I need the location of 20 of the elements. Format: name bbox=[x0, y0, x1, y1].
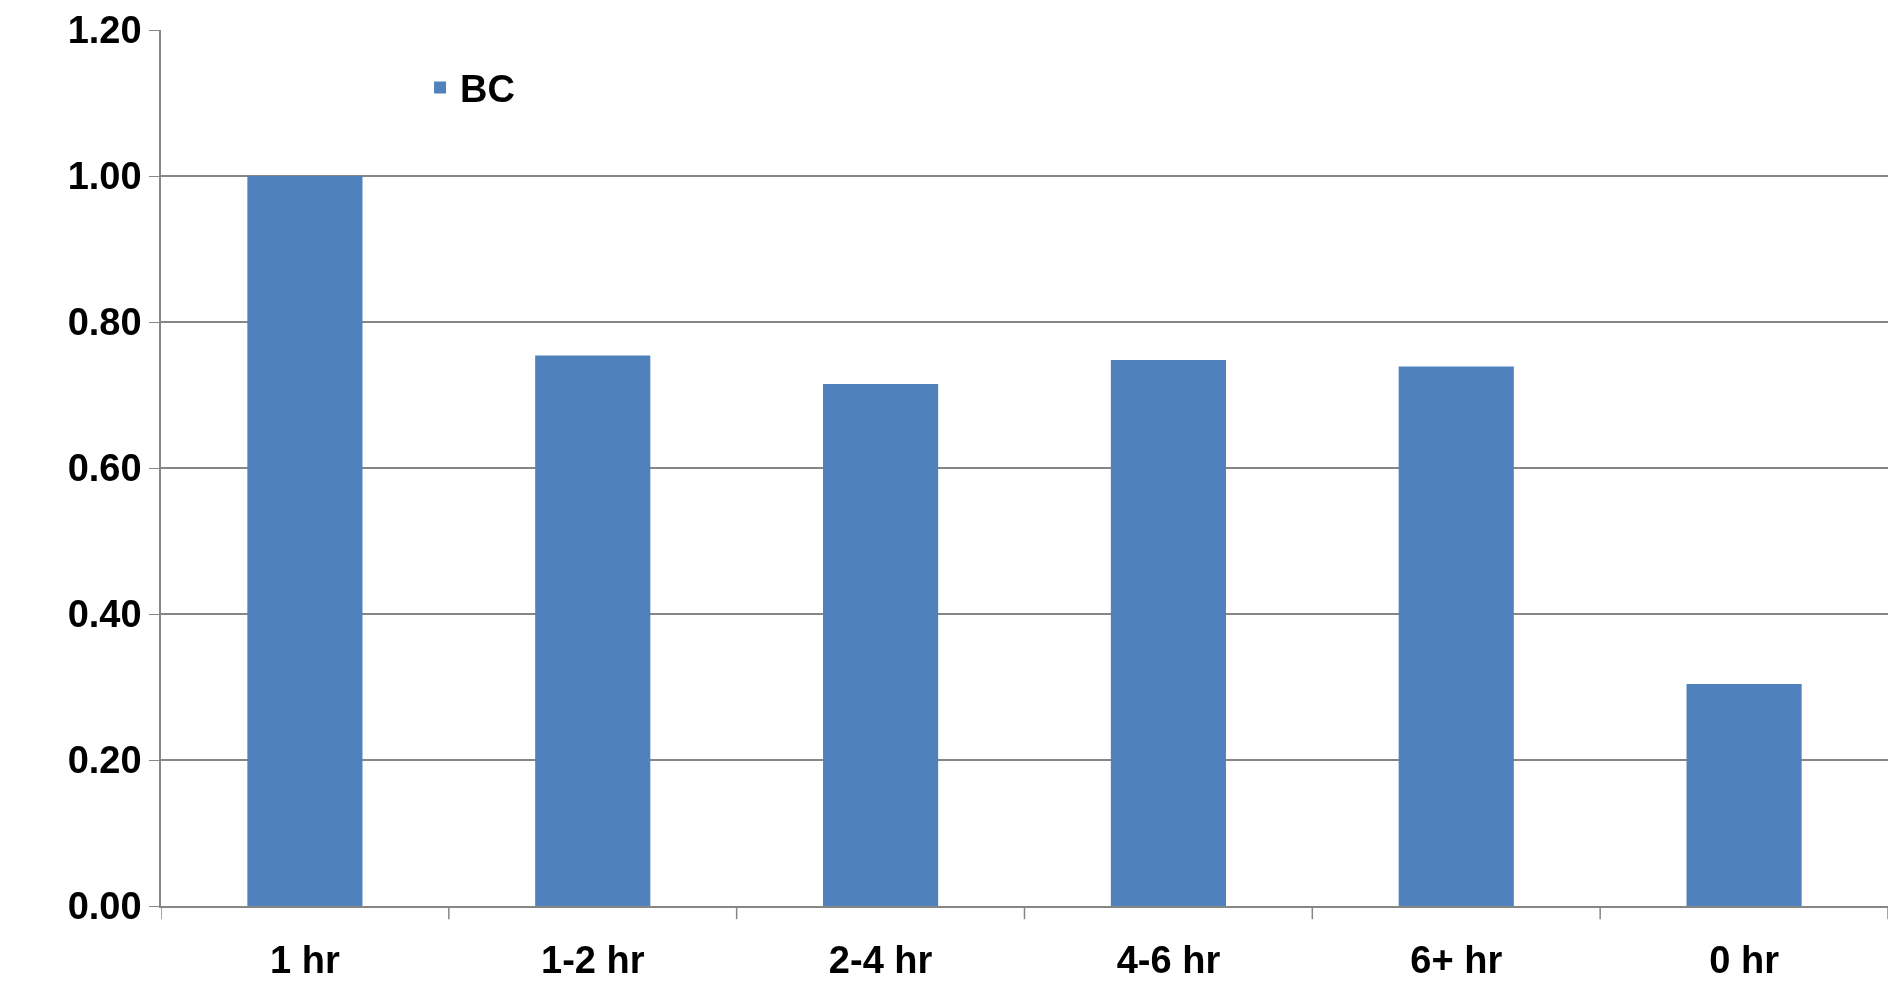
y-tick-label: 1.20 bbox=[67, 9, 142, 52]
bar bbox=[1398, 366, 1514, 906]
y-tick-label: 0.60 bbox=[67, 447, 142, 490]
x-tick-label: 4-6 hr bbox=[1116, 939, 1221, 982]
bar bbox=[535, 355, 651, 906]
x-tick-label: 1-2 hr bbox=[541, 939, 645, 982]
bar bbox=[1110, 359, 1226, 906]
legend-label: BC bbox=[460, 68, 515, 111]
x-tick-label: 2-4 hr bbox=[828, 939, 933, 982]
bar bbox=[823, 384, 939, 906]
x-tick-label: 1 hr bbox=[270, 939, 340, 982]
y-tick-label: 1.00 bbox=[67, 155, 142, 198]
y-tick-label: 0.80 bbox=[67, 301, 142, 344]
y-tick-label: 0.00 bbox=[67, 885, 142, 928]
bar bbox=[1686, 684, 1802, 906]
bar bbox=[247, 176, 363, 906]
y-tick-label: 0.20 bbox=[67, 739, 142, 782]
y-tick-label: 0.40 bbox=[67, 593, 142, 636]
x-tick-label: 6+ hr bbox=[1410, 939, 1503, 982]
x-tick-label: 0 hr bbox=[1709, 939, 1780, 982]
